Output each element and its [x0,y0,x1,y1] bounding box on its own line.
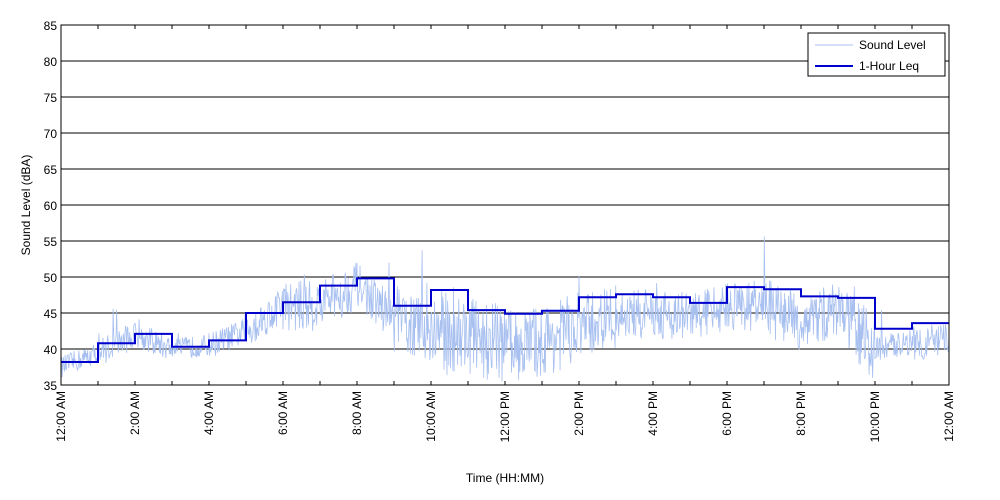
y-tick-label: 80 [44,55,58,69]
x-tick-label: 10:00 AM [424,391,438,442]
sound-level-series [60,236,950,382]
x-tick-label: 2:00 PM [572,391,586,436]
y-tick-label: 40 [44,343,58,357]
x-tick-label: 4:00 AM [202,391,216,435]
x-tick-label: 4:00 PM [646,391,660,436]
sound-level-line [60,236,950,382]
legend-label-sound-level: Sound Level [859,38,926,52]
legend-box [807,32,946,77]
y-tick-label: 65 [44,163,58,177]
y-tick-label: 45 [44,307,58,321]
y-tick-label: 70 [44,127,58,141]
x-tick-label: 6:00 PM [720,391,734,436]
y-tick-label: 50 [44,271,58,285]
y-axis: 35 40 45 50 55 60 65 70 75 80 85 [44,19,65,393]
y-tick-label: 85 [44,19,58,33]
x-tick-label: 12:00 PM [498,391,512,442]
legend-label-leq: 1-Hour Leq [859,59,919,73]
x-tick-label: 6:00 AM [276,391,290,435]
x-tick-label: 12:00 AM [942,391,956,442]
x-axis: 12:00 AM 2:00 AM 4:00 AM 6:00 AM 8:00 AM 10:0… [54,25,956,442]
x-tick-label: 12:00 AM [54,391,68,442]
x-tick-label: 10:00 PM [868,391,882,442]
x-tick-label: 8:00 PM [794,391,808,436]
x-tick-label: 2:00 AM [128,391,142,435]
y-axis-label: Sound Level (dBA) [19,155,33,256]
y-tick-label: 35 [44,379,58,393]
y-tick-label: 75 [44,91,58,105]
x-axis-label: Time (HH:MM) [466,471,544,485]
y-tick-label: 60 [44,199,58,213]
leq-step-line [61,277,949,363]
x-tick-label: 8:00 AM [350,391,364,435]
leq-series [61,277,949,363]
legend: Sound Level 1-Hour Leq [807,32,946,77]
y-tick-label: 55 [44,235,58,249]
